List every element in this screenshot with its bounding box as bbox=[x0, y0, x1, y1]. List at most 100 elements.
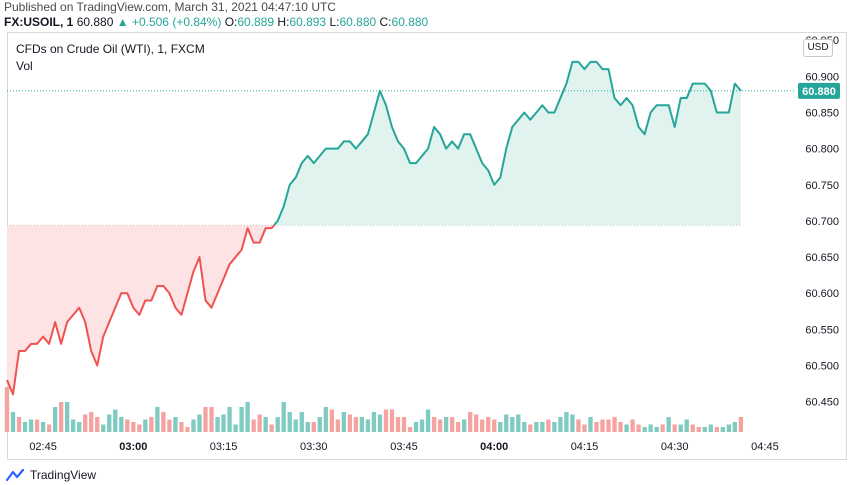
volume-bar bbox=[131, 422, 136, 432]
open-label: O: bbox=[224, 15, 238, 29]
volume-bar bbox=[702, 427, 707, 432]
volume-bar bbox=[239, 407, 244, 432]
volume-bar bbox=[233, 424, 238, 432]
volume-bar bbox=[720, 427, 725, 432]
volume-bar bbox=[606, 419, 611, 432]
low-label: L: bbox=[329, 15, 340, 29]
volume-bar bbox=[275, 417, 280, 432]
low-value: 60.880 bbox=[339, 15, 377, 29]
volume-bar bbox=[203, 407, 208, 432]
volume-bar bbox=[113, 409, 118, 432]
volume-bar bbox=[425, 409, 431, 432]
volume-bar bbox=[534, 422, 539, 432]
volume-bar bbox=[431, 417, 437, 432]
volume-bar bbox=[161, 412, 166, 432]
volume-bar bbox=[504, 414, 509, 432]
symbol: FX:USOIL, 1 bbox=[4, 15, 74, 29]
volume-bar bbox=[347, 414, 353, 432]
volume-bar bbox=[600, 419, 605, 432]
volume-bar bbox=[143, 419, 148, 432]
volume-bar bbox=[480, 419, 485, 432]
open-value: 60.889 bbox=[237, 15, 275, 29]
above-baseline-fill bbox=[274, 61, 741, 226]
y-tick-label: 60.500 bbox=[805, 361, 839, 373]
volume-bar bbox=[377, 414, 383, 432]
volume-bar bbox=[52, 407, 58, 432]
volume-bar bbox=[245, 402, 250, 432]
volume-bar bbox=[401, 417, 407, 432]
high-label: H: bbox=[277, 15, 290, 29]
volume-bar bbox=[684, 419, 689, 432]
legend-volume: Vol bbox=[16, 59, 33, 73]
volume-bar bbox=[492, 419, 497, 432]
volume-bar bbox=[486, 417, 491, 432]
volume-bar bbox=[323, 407, 328, 432]
x-tick-label: 02:45 bbox=[29, 441, 57, 453]
volume-bar bbox=[498, 422, 503, 432]
volume-bar bbox=[455, 422, 461, 432]
volume-bar bbox=[64, 402, 70, 432]
volume-bar bbox=[10, 412, 16, 432]
x-tick-label: 03:30 bbox=[300, 441, 328, 453]
volume-bar bbox=[474, 414, 479, 432]
x-tick-label: 03:45 bbox=[390, 441, 418, 453]
volume-bar bbox=[528, 424, 533, 432]
volume-bar bbox=[540, 422, 545, 432]
volume-bar bbox=[437, 419, 443, 432]
currency-button[interactable]: USD bbox=[803, 39, 833, 57]
volume-bar bbox=[40, 422, 46, 432]
close-value: 60.880 bbox=[391, 15, 429, 29]
volume-bar bbox=[191, 419, 196, 432]
volume-bar bbox=[101, 424, 106, 432]
volume-bar bbox=[522, 422, 527, 432]
volume-bar bbox=[564, 412, 569, 432]
volume-bar bbox=[185, 427, 190, 432]
volume-bar bbox=[510, 417, 515, 432]
volume-bar bbox=[293, 419, 298, 432]
volume-bar bbox=[443, 417, 449, 432]
volume-bar bbox=[311, 422, 316, 432]
volume-bar bbox=[642, 427, 647, 432]
x-tick-label: 03:15 bbox=[210, 441, 238, 453]
volume-bar bbox=[329, 409, 334, 432]
volume-bar bbox=[137, 424, 142, 432]
volume-bar bbox=[738, 417, 744, 432]
volume-bar bbox=[269, 424, 274, 432]
volume-bar bbox=[22, 422, 28, 432]
volume-bar bbox=[690, 424, 695, 432]
volume-bar bbox=[257, 414, 262, 432]
volume-bar bbox=[125, 419, 130, 432]
volume-bar bbox=[71, 419, 76, 432]
volume-bar bbox=[678, 424, 683, 432]
price-line-up bbox=[273, 60, 742, 226]
volume-bar bbox=[449, 417, 455, 432]
last-price: 60.880 bbox=[76, 15, 114, 29]
tradingview-logo[interactable]: TradingView bbox=[6, 468, 96, 482]
volume-bar bbox=[461, 419, 467, 432]
volume-bar bbox=[395, 417, 401, 432]
y-tick-label: 60.700 bbox=[805, 216, 839, 228]
volume-bar bbox=[299, 412, 304, 432]
volume-bar bbox=[335, 419, 341, 432]
volume-bar bbox=[636, 424, 641, 432]
volume-bar bbox=[95, 417, 100, 432]
high-value: 60.893 bbox=[289, 15, 327, 29]
volume-bar bbox=[365, 419, 371, 432]
volume-bar bbox=[46, 424, 52, 432]
volume-bar bbox=[648, 424, 653, 432]
volume-bar bbox=[576, 419, 581, 432]
volume-bar bbox=[516, 414, 521, 432]
volume-bar bbox=[179, 422, 184, 432]
y-tick-label: 60.450 bbox=[805, 397, 839, 409]
volume-bar bbox=[167, 419, 172, 432]
volume-bar bbox=[546, 419, 551, 432]
legend-title: CFDs on Crude Oil (WTI), 1, FXCM bbox=[16, 42, 205, 56]
y-tick-label: 60.750 bbox=[805, 180, 839, 192]
y-tick-label: 60.900 bbox=[805, 71, 839, 83]
volume-bar bbox=[371, 412, 377, 432]
ticker-line: FX:USOIL, 1 60.880 ▲ +0.506 (+0.84%) O:6… bbox=[4, 15, 428, 29]
volume-bar bbox=[732, 422, 738, 432]
volume-bar bbox=[570, 414, 575, 432]
volume-bar bbox=[4, 387, 10, 432]
